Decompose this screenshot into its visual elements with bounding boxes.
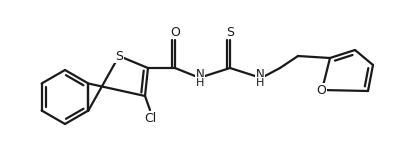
Text: H: H (256, 78, 264, 88)
Text: N: N (196, 68, 204, 80)
Text: O: O (316, 83, 326, 97)
Text: S: S (226, 25, 234, 39)
Text: H: H (196, 78, 204, 88)
Text: S: S (115, 49, 123, 63)
Text: N: N (256, 68, 264, 80)
Text: Cl: Cl (144, 112, 156, 124)
Text: O: O (170, 25, 180, 39)
